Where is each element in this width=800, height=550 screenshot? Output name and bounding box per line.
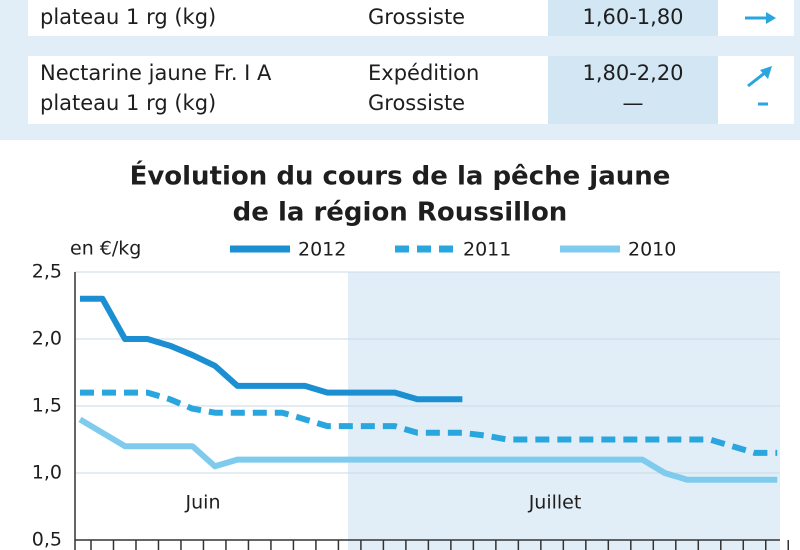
table: plateau 1 rg (kg) Grossiste 1,60-1,80 Necta… [40, 5, 684, 115]
july-shading [348, 272, 780, 550]
legend-label: 2012 [298, 239, 346, 261]
y-tick-label: 1,0 [32, 462, 62, 484]
table-cell: Grossiste [368, 91, 465, 115]
table-cell: plateau 1 rg (kg) [40, 91, 216, 115]
trend-icons [745, 12, 776, 106]
table-cell: Nectarine jaune Fr. I A [40, 61, 272, 85]
table-cell: plateau 1 rg (kg) [40, 5, 216, 29]
chart-title: Évolution du cours de la pêche jaune [130, 160, 671, 192]
y-tick-label: 2,5 [32, 261, 62, 283]
chart: Évolution du cours de la pêche jaune de l… [32, 160, 790, 550]
series-line [80, 389, 778, 456]
table-cell: 1,80-2,20 [582, 61, 683, 85]
y-tick-label: 1,5 [32, 395, 62, 417]
month-label: Juillet [528, 492, 582, 514]
y-tick-label: 2,0 [32, 328, 62, 350]
price-column [548, 0, 718, 36]
series-line [80, 295, 463, 403]
table-cell: Expédition [368, 61, 479, 85]
table-cell: Grossiste [368, 5, 465, 29]
legend-label: 2010 [628, 239, 676, 261]
table-cell: 1,60-1,80 [582, 5, 683, 29]
trend-arrow [747, 70, 767, 88]
y-tick-label: 0,5 [32, 529, 62, 550]
series-line [78, 416, 778, 483]
table-cell: — [623, 91, 644, 115]
trend-arrow-head [766, 12, 776, 24]
trend-arrow-head [760, 66, 772, 79]
price-column [548, 56, 718, 124]
legend-label: 2011 [463, 239, 511, 261]
month-label: Juin [185, 492, 221, 514]
y-axis-label: en €/kg [70, 238, 141, 260]
chart-title: de la région Roussillon [233, 198, 568, 228]
